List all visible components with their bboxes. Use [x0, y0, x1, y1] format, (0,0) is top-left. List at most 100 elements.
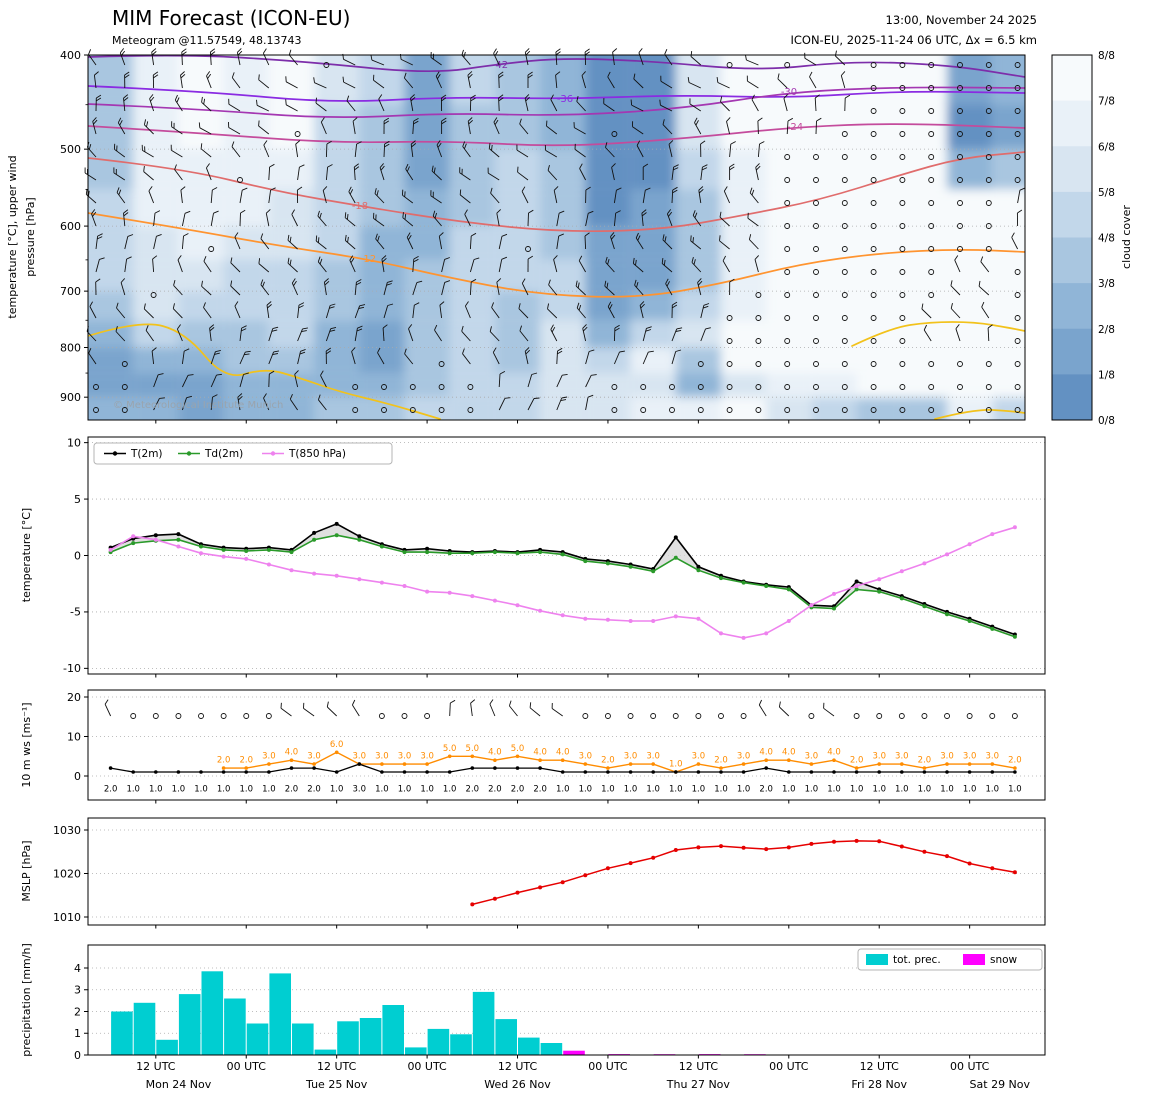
precip-bar	[224, 998, 246, 1055]
wind-speed-value-label: 1.0	[940, 785, 954, 795]
y-tick-label: 20	[67, 691, 81, 704]
wind-speed-value-label: 1.0	[646, 785, 660, 795]
gust-value-label: 3.0	[940, 752, 954, 762]
wind-speed-value-label: 1.0	[330, 785, 344, 795]
cloud-shading	[88, 55, 1025, 420]
y-axis-label-upper-inner: pressure [hPa]	[24, 197, 37, 276]
gust-value-label: 5.0	[443, 744, 457, 754]
issue-time: 13:00, November 24 2025	[885, 13, 1038, 27]
precip-bar	[472, 991, 495, 1055]
wind-speed-value-label: 1.0	[443, 785, 457, 795]
cloud-cover-colorbar: 8/8 7/8 6/8 5/8 4/8 3/8 2/8 1/8 0/8 cloud cover	[1051, 50, 1133, 427]
precip-bar	[382, 1005, 404, 1055]
wind-speed-value-label: 1.0	[714, 785, 728, 795]
wind-speed-value-label: 1.0	[375, 785, 389, 795]
y-tick-label: 500	[60, 143, 81, 156]
gust-value-label: 2.0	[601, 756, 615, 766]
y-axis-label-wind: 10 m ws [ms⁻¹]	[20, 702, 33, 787]
y-tick-label: 0	[74, 1049, 81, 1062]
colorbar-tick-label: 4/8	[1098, 233, 1115, 245]
gust-value-label: 3.0	[579, 752, 593, 762]
gust-value-label: 2.0	[714, 756, 728, 766]
y-tick-label: 1020	[53, 867, 81, 880]
gust-value-label: 3.0	[624, 752, 638, 762]
gust-value-label: 3.0	[872, 752, 886, 762]
cloud-cover-panel: -42 -36 -30 -24 -18 -12 © Meteorological Insti…	[6, 48, 1026, 424]
colorbar-tick-label: 8/8	[1098, 50, 1115, 62]
precip-bar	[156, 1039, 178, 1055]
colorbar-tick-label: 0/8	[1098, 415, 1115, 427]
contour-label: -42	[492, 60, 508, 71]
gust-value-label: 3.0	[895, 752, 909, 762]
precip-bar	[269, 973, 291, 1055]
mslp-line	[472, 840, 1016, 906]
colorbar-tick-label: 3/8	[1098, 278, 1115, 290]
y-tick-label: 4	[74, 962, 81, 975]
y-tick-label: -10	[63, 662, 81, 675]
x-tick-label: 00 UTC	[407, 1060, 447, 1073]
wind-speed-value-label: 2.0	[488, 785, 502, 795]
wind-speed-value-label: 1.0	[126, 785, 140, 795]
wind-speed-value-label: 2.0	[285, 785, 299, 795]
x-day-label: Sat 29 Nov	[970, 1078, 1031, 1091]
wind-speed-value-label: 1.0	[850, 785, 864, 795]
gust-value-label: 4.0	[759, 748, 773, 758]
legend-item-label: T(2m)	[130, 448, 163, 460]
x-tick-label: 12 UTC	[498, 1060, 538, 1073]
gust-value-label: 3.0	[398, 752, 412, 762]
gust-line	[223, 751, 1016, 773]
upper-wind-barbs	[84, 48, 1026, 413]
colorbar-label: cloud cover	[1120, 205, 1133, 269]
y-axis-label-upper-outer: temperature [°C], upper wind	[6, 155, 19, 318]
precip-bar	[337, 1021, 359, 1055]
x-tick-label: 00 UTC	[588, 1060, 628, 1073]
precipitation-panel: 0 1 2 3 4 precipitation [mm/h] tot. prec. snow	[20, 943, 1046, 1062]
gust-value-label: 3.0	[307, 752, 321, 762]
legend-item-label: tot. prec.	[893, 954, 941, 966]
precip-bar	[563, 1050, 585, 1055]
colorbar-tick-label: 7/8	[1098, 96, 1115, 108]
y-tick-label: 600	[60, 220, 81, 233]
gust-value-label: 3.0	[985, 752, 999, 762]
gust-value-label: 4.0	[556, 748, 570, 758]
wind-speed-value-label: 1.0	[624, 785, 638, 795]
y-tick-label: 0	[74, 770, 81, 783]
precip-bar	[518, 1037, 540, 1055]
contour-label: -12	[360, 254, 376, 265]
header-meta: 13:00, November 24 2025 ICON-EU, 2025-11…	[790, 10, 1037, 50]
gust-value-label: 4.0	[285, 748, 299, 758]
x-day-label: Mon 24 Nov	[146, 1078, 212, 1091]
wind-speed-value-label: 1.0	[895, 785, 909, 795]
wind-speed-value-label: 1.0	[918, 785, 932, 795]
model-info: ICON-EU, 2025-11-24 06 UTC, Δx = 6.5 km	[790, 33, 1037, 48]
gust-value-label: 5.0	[511, 744, 525, 754]
gust-value-label: 5.0	[466, 744, 480, 754]
x-day-label: Tue 25 Nov	[305, 1078, 368, 1091]
precip-bar	[111, 1011, 133, 1055]
surface-wind-barbs	[104, 699, 1018, 719]
wind-speed-value-label: 1.0	[556, 785, 570, 795]
precip-bar	[314, 1049, 337, 1055]
precip-legend: tot. prec. snow	[857, 948, 1043, 971]
wind-speed-value-label: 1.0	[963, 785, 977, 795]
gust-value-label: 2.0	[918, 756, 932, 766]
series-line-2	[110, 526, 1016, 639]
wind-speed-value-label: 1.0	[579, 785, 593, 795]
gust-value-label: 3.0	[353, 752, 367, 762]
wind-speed-value-label: 1.0	[601, 785, 615, 795]
x-tick-label: 12 UTC	[679, 1060, 719, 1073]
gust-value-label: 3.0	[692, 752, 706, 762]
mslp-panel: 1010 1020 1030 MSLP [hPa]	[20, 817, 1046, 929]
gust-value-label: 4.0	[488, 748, 502, 758]
wind-speed-value-label: 2.0	[466, 785, 480, 795]
y-tick-label: 5	[74, 493, 81, 506]
precip-bar	[133, 1002, 156, 1055]
wind-speed-value-label: 1.0	[782, 785, 796, 795]
y-tick-label: 900	[60, 391, 81, 404]
gust-value-label: 3.0	[375, 752, 389, 762]
contour-label: -36	[557, 94, 573, 105]
wind-speed-value-label: 1.0	[872, 785, 886, 795]
gust-value-label: 2.0	[1008, 756, 1022, 766]
wind-speed-value-label: 2.0	[759, 785, 773, 795]
